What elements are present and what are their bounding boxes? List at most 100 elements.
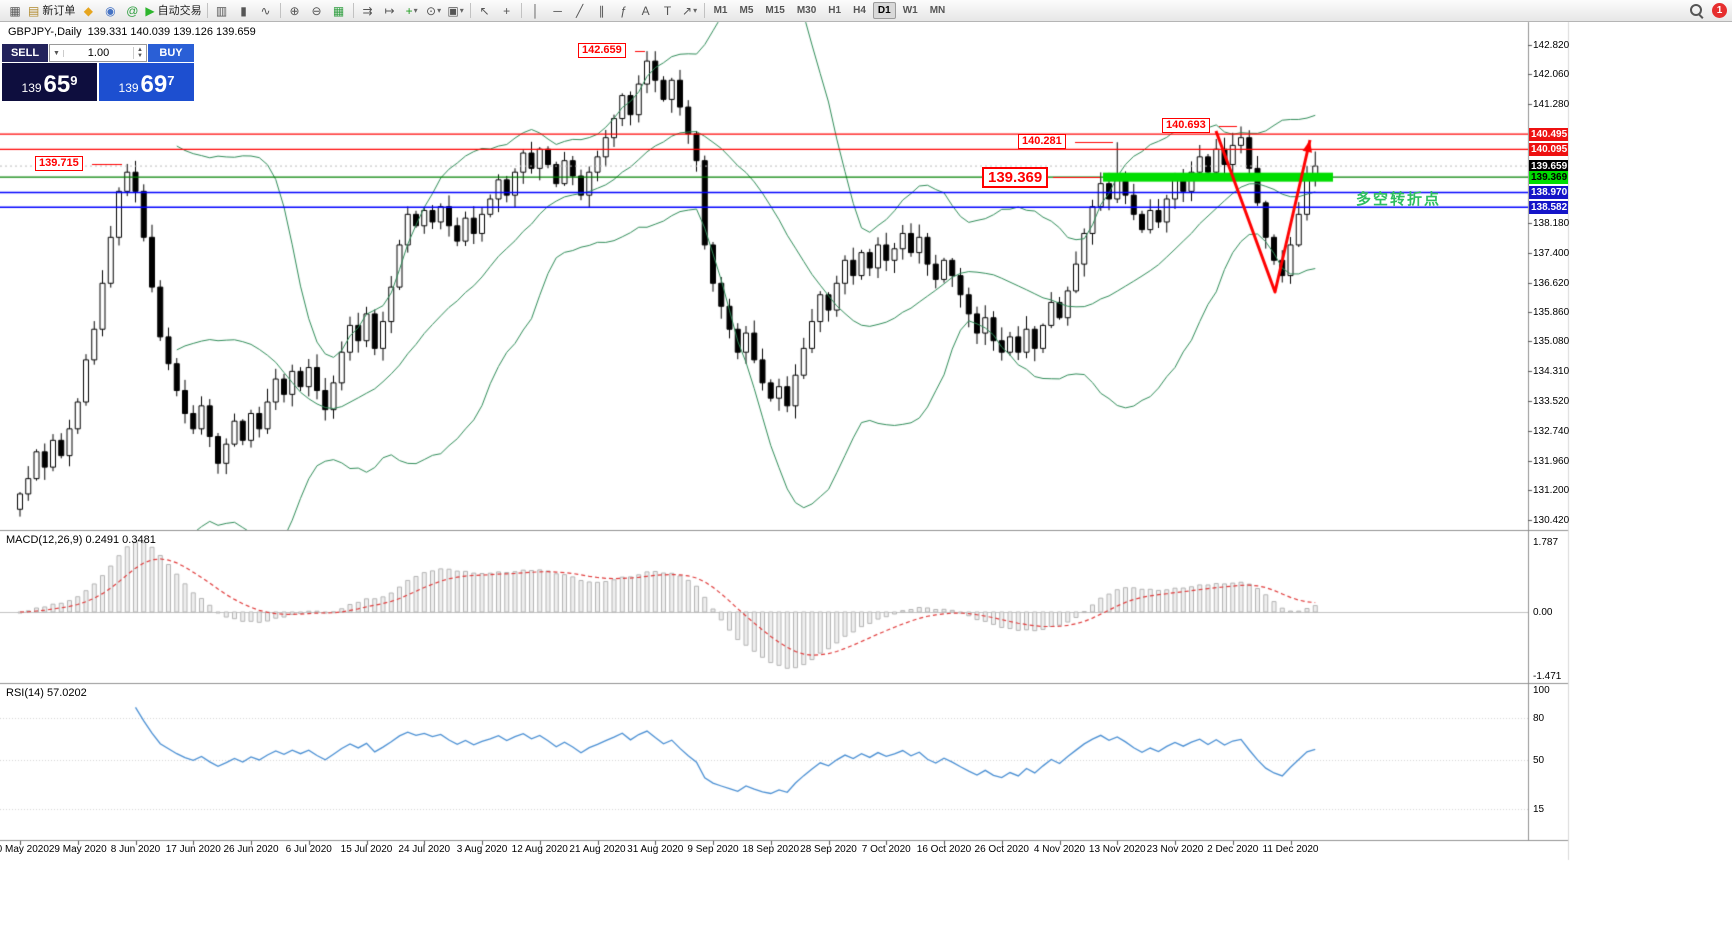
price-flag-label[interactable]: 139.369 — [982, 167, 1049, 189]
trade-panel-top-row: SELL ▼ 1.00 ▲ ▼ BUY — [2, 44, 194, 62]
timeframe-m30[interactable]: M30 — [796, 5, 817, 16]
symbol-header: GBPJPY-,Daily 139.331 140.039 139.126 139… — [8, 26, 256, 38]
rsi-scale-label: 50 — [1533, 755, 1545, 766]
fibonacci-button[interactable]: ƒ — [613, 2, 635, 20]
new-order-icon: ▤ — [28, 3, 40, 18]
rsi-scale-label: 15 — [1533, 804, 1545, 815]
date-axis-label: 13 Nov 2020 — [1088, 844, 1146, 855]
price-axis-label: 133.520 — [1533, 396, 1570, 408]
new-chart-icon: ▦ — [9, 3, 21, 18]
new-order-button[interactable]: ▤ 新订单 — [26, 2, 77, 20]
zoom-out-button[interactable]: ⊖ — [306, 2, 328, 20]
rsi-scale-label: 100 — [1533, 685, 1550, 696]
new-chart-button[interactable]: ▦ — [4, 2, 26, 20]
macd-scale-label: 1.787 — [1533, 537, 1559, 548]
date-axis-label: 17 Jun 2020 — [165, 844, 221, 855]
notification-badge[interactable]: 1 — [1712, 3, 1727, 18]
sell-button[interactable]: SELL — [2, 44, 48, 62]
bar-chart-button[interactable]: ▥ — [211, 2, 233, 20]
one-click-trading-panel: SELL ▼ 1.00 ▲ ▼ BUY 139 65 9 139 69 7 — [2, 44, 194, 101]
buy-price-main: 139 — [118, 81, 139, 95]
price-flag-label[interactable]: 142.659 — [578, 43, 626, 59]
line-chart-icon: ∿ — [260, 3, 271, 18]
date-axis-label: 23 Nov 2020 — [1146, 844, 1204, 855]
templates-dropdown-icon[interactable]: ▾ — [459, 5, 464, 15]
search-icon[interactable] — [1689, 3, 1704, 18]
price-flag-label[interactable]: 140.281 — [1018, 134, 1066, 150]
volume-input[interactable]: 1.00 — [87, 47, 110, 59]
indicators-dropdown-icon[interactable]: ▾ — [413, 5, 418, 15]
candlestick-chart-button[interactable]: ▮ — [233, 2, 255, 20]
date-axis-label: 4 Nov 2020 — [1033, 844, 1086, 855]
price-flag-label[interactable]: 139.715 — [35, 155, 83, 171]
periods-icon: ⊙ — [426, 3, 437, 18]
periods-dropdown-icon[interactable]: ▾ — [437, 5, 442, 15]
sell-price-pips: 65 — [43, 71, 71, 98]
volume-stepper[interactable]: ▲ ▼ — [133, 47, 146, 59]
toolbar-separator — [279, 3, 281, 18]
date-axis-label: 16 Oct 2020 — [916, 844, 972, 855]
price-axis-label: 132.740 — [1533, 426, 1570, 438]
line-chart-button[interactable]: ∿ — [255, 2, 277, 20]
channel-icon: ∥ — [598, 3, 605, 18]
sell-price-sup: 9 — [70, 73, 78, 88]
rsi-indicator-title: RSI(14) 57.0202 — [6, 687, 87, 699]
auto-scroll-button[interactable]: ⇉ — [357, 2, 379, 20]
timeframe-w1[interactable]: W1 — [902, 5, 918, 16]
timeframe-m1[interactable]: M1 — [713, 5, 728, 16]
cursor-button[interactable]: ↖ — [474, 2, 496, 20]
vertical-line-icon: │ — [531, 3, 540, 18]
periods-button[interactable]: ⊙ ▾ — [423, 2, 445, 20]
vertical-line-button[interactable]: │ — [525, 2, 547, 20]
auto-trading-button[interactable]: ▶ 自动交易 — [143, 2, 203, 20]
buy-price-button[interactable]: 139 69 7 — [99, 63, 194, 101]
price-axis-badge: 139.369 — [1529, 170, 1568, 184]
trade-panel-price-row: 139 65 9 139 69 7 — [2, 63, 194, 101]
auto-scroll-icon: ⇉ — [362, 3, 373, 18]
timeframe-m5[interactable]: M5 — [739, 5, 754, 16]
tile-windows-icon: ▦ — [332, 3, 345, 18]
date-axis-label: 26 Oct 2020 — [974, 844, 1029, 855]
crosshair-button[interactable]: + — [496, 2, 518, 20]
toolbar-separator — [206, 3, 208, 18]
timeframe-h1[interactable]: H1 — [828, 5, 842, 16]
price-axis-label: 130.420 — [1533, 515, 1570, 526]
date-axis-label: 26 Jun 2020 — [223, 844, 279, 855]
tile-windows-button[interactable]: ▦ — [328, 2, 350, 20]
arrows-button[interactable]: ↗ ▾ — [679, 2, 701, 20]
date-axis-label: 21 Aug 2020 — [569, 844, 626, 855]
date-axis-label: 2 Dec 2020 — [1207, 844, 1259, 855]
chart-shift-button[interactable]: ↦ — [379, 2, 401, 20]
volume-field[interactable]: ▼ 1.00 ▲ ▼ — [49, 44, 147, 62]
date-axis-label: 11 Dec 2020 — [1262, 844, 1319, 855]
timeframe-h4[interactable]: H4 — [853, 5, 866, 16]
trendline-button[interactable]: ╱ — [569, 2, 591, 20]
buy-button[interactable]: BUY — [148, 44, 194, 62]
zoom-in-button[interactable]: ⊕ — [284, 2, 306, 20]
mql5-button[interactable]: ◆ — [77, 2, 99, 20]
profiles-button[interactable]: ◉ — [99, 2, 121, 20]
zoom-in-icon: ⊕ — [289, 3, 300, 18]
volume-dropdown-icon[interactable]: ▼ — [50, 49, 64, 57]
symbol-name: GBPJPY-,Daily — [8, 26, 82, 38]
annotation-note-text[interactable]: 多空转折点 — [1356, 191, 1442, 208]
price-axis-label: 131.200 — [1533, 485, 1570, 497]
indicators-button[interactable]: + ▾ — [401, 2, 423, 20]
templates-button[interactable]: ▣ ▾ — [445, 2, 467, 20]
label-button[interactable]: T — [657, 2, 679, 20]
timeframe-mn[interactable]: MN — [929, 5, 946, 16]
ohlc-values: 139.331 140.039 139.126 139.659 — [87, 26, 256, 38]
price-flag-label[interactable]: 140.693 — [1162, 118, 1210, 134]
channel-button[interactable]: ∥ — [591, 2, 613, 20]
toolbar-separator — [352, 3, 354, 18]
sell-price-button[interactable]: 139 65 9 — [2, 63, 97, 101]
timeframe-m15[interactable]: M15 — [765, 5, 785, 16]
community-button[interactable]: @ — [121, 2, 143, 20]
chart-shift-icon: ↦ — [384, 3, 395, 18]
horizontal-line-button[interactable]: ─ — [547, 2, 569, 20]
text-button[interactable]: A — [635, 2, 657, 20]
timeframe-d1[interactable]: D1 — [872, 2, 896, 19]
arrows-dropdown-icon[interactable]: ▾ — [693, 5, 698, 15]
